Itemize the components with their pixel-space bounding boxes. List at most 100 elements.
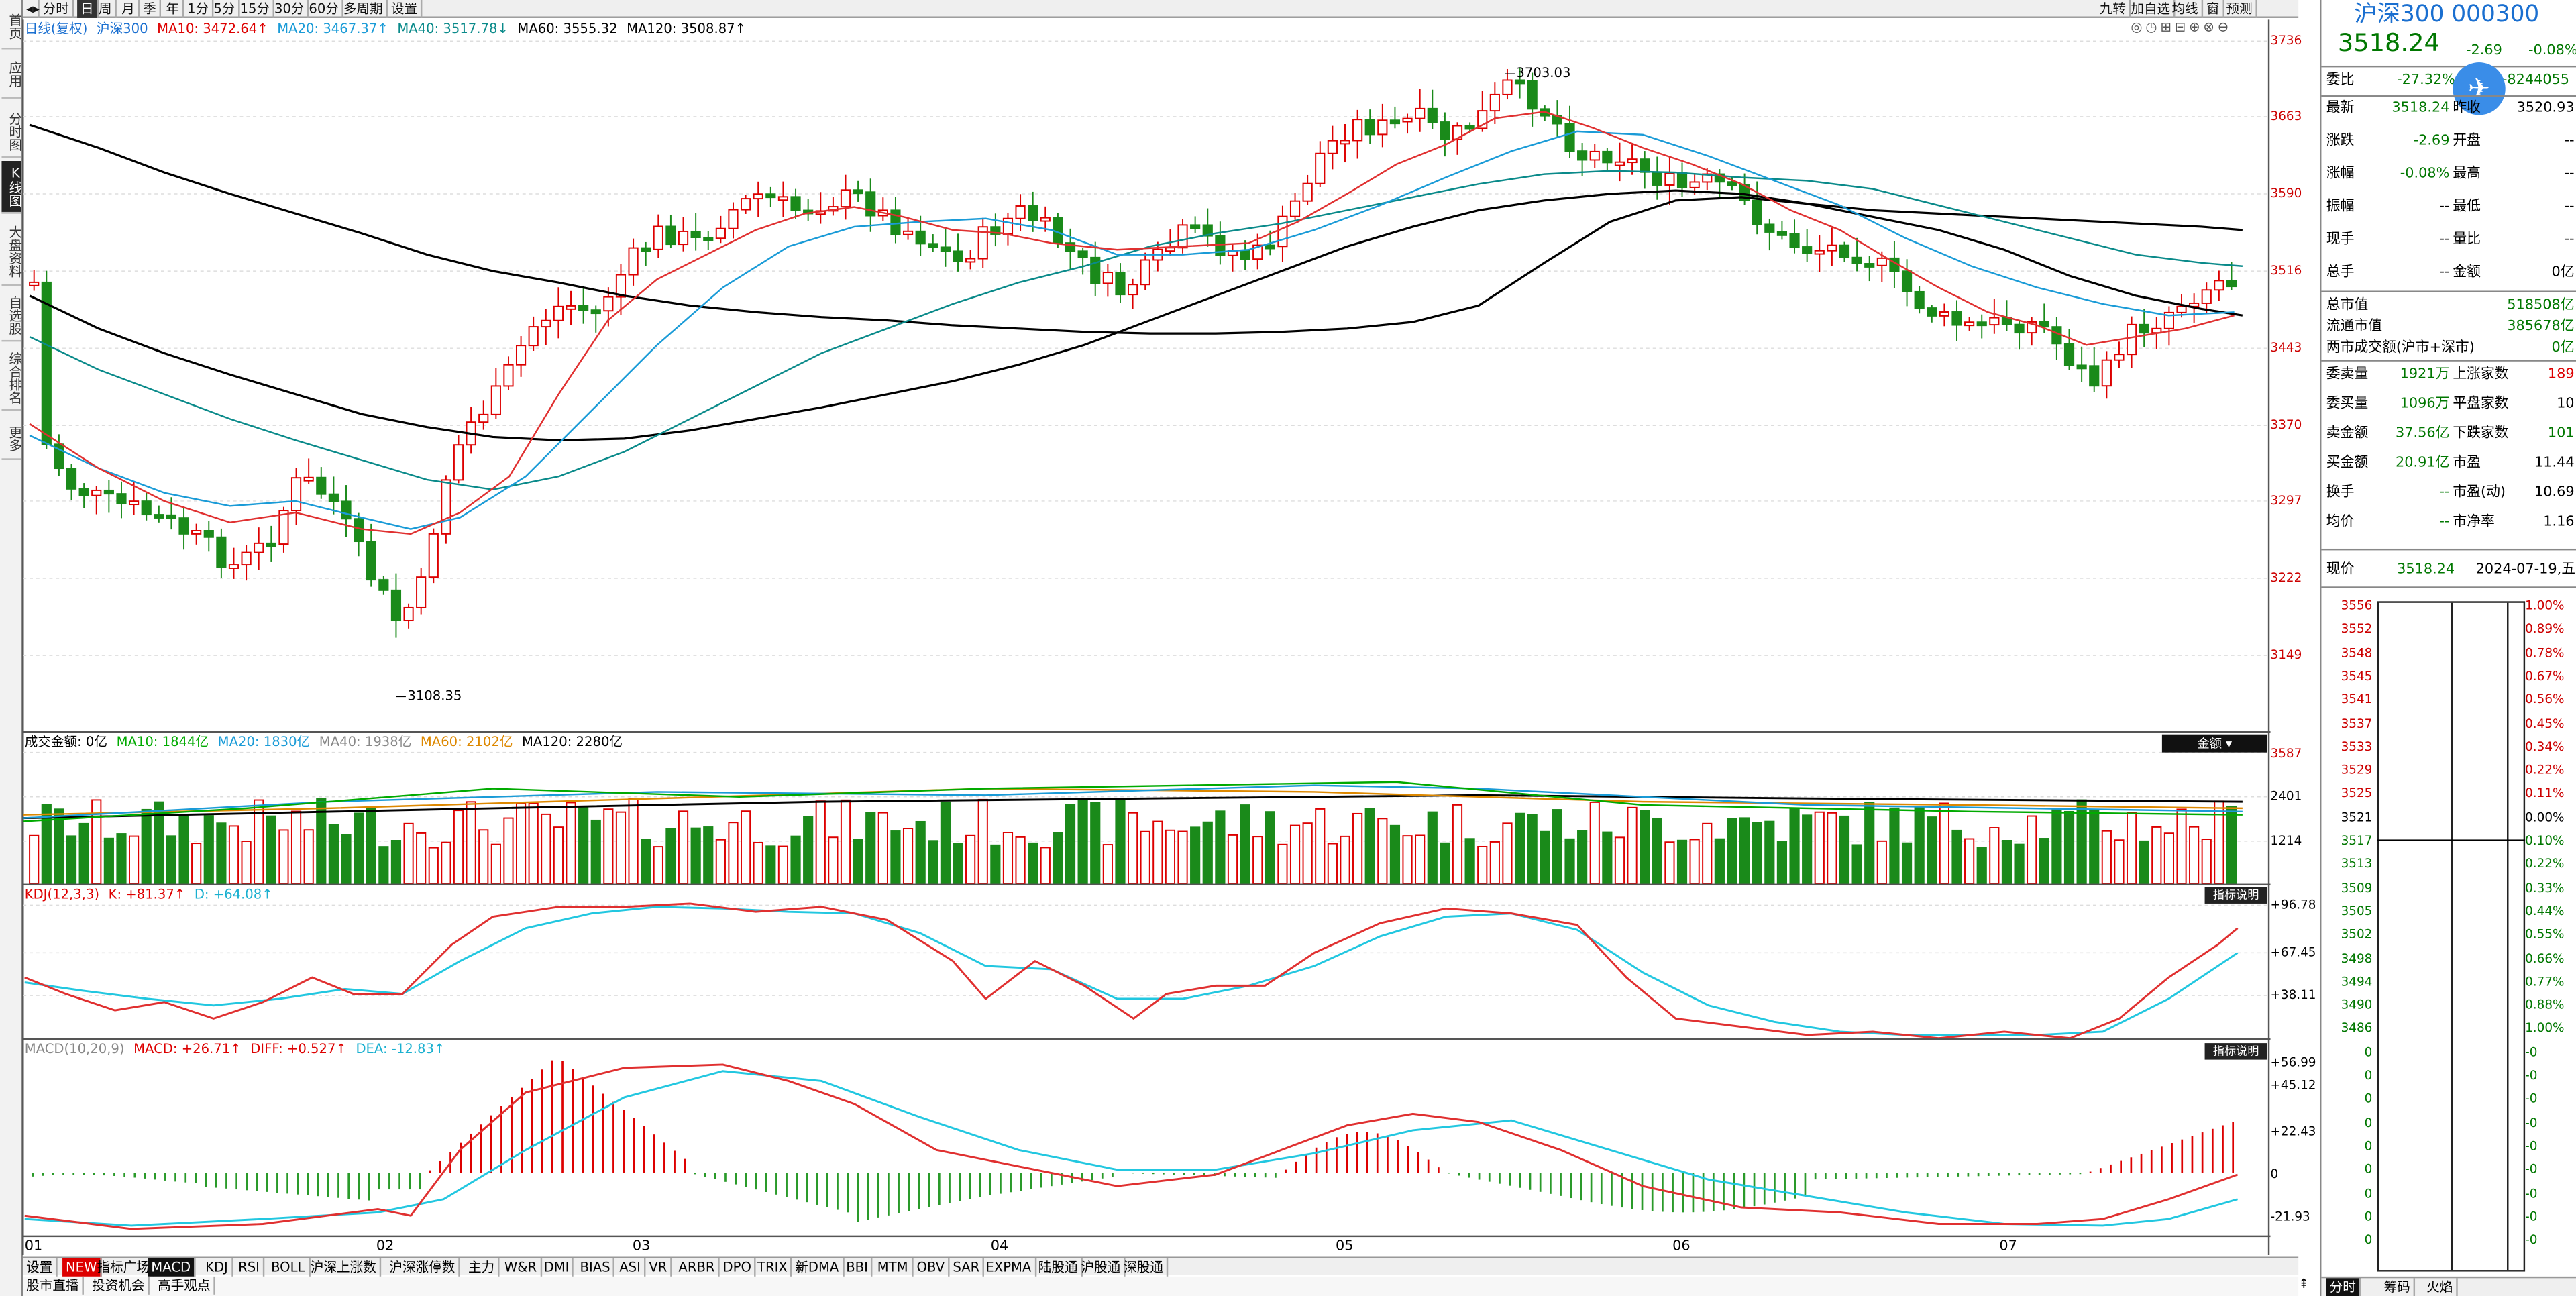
nav-arrows[interactable]: ◂▸	[23, 0, 40, 18]
volume-bar	[1889, 807, 1900, 885]
volume-bar	[78, 822, 89, 885]
indicator-tab[interactable]: VR	[645, 1258, 672, 1277]
opportunity-link[interactable]: 投资机会	[89, 1276, 150, 1295]
indicator-tab[interactable]: MACD	[148, 1258, 196, 1277]
volume-bar	[2189, 826, 2200, 885]
sidebar-item-watchlist[interactable]: 自选股	[1, 289, 23, 342]
indicator-tab[interactable]: OBV	[914, 1258, 950, 1277]
indicator-tab[interactable]: TRIX	[754, 1258, 793, 1277]
chart-tool-icons[interactable]: ◎◷⊞⊟⊕⊗⊖	[2131, 19, 2232, 35]
indicator-tab[interactable]: NEW	[62, 1258, 102, 1277]
indicator-tab[interactable]: 新DMA	[792, 1258, 844, 1277]
macd-explain-button[interactable]: 指标说明	[2204, 1043, 2267, 1060]
volume-bar	[603, 808, 614, 885]
indicator-tab[interactable]: KDJ	[202, 1258, 233, 1277]
tab-flame[interactable]: 火焰	[2423, 1278, 2458, 1296]
period-30min[interactable]: 30分	[271, 0, 309, 18]
period-day[interactable]: 日	[77, 0, 99, 18]
period-5min[interactable]: 5分	[210, 0, 240, 18]
volume-bar	[1115, 800, 1126, 885]
indicator-tab[interactable]: RSI	[235, 1258, 265, 1277]
indicator-tab[interactable]: DMI	[541, 1258, 574, 1277]
indicator-tab[interactable]: MTM	[874, 1258, 913, 1277]
now-label: 现价	[2326, 561, 2355, 579]
period-1min[interactable]: 1分	[184, 0, 214, 18]
kdj-tick: +96.78	[2270, 897, 2316, 912]
indicator-tab[interactable]: 沪股通	[1078, 1258, 1126, 1277]
volume-bar	[2063, 810, 2075, 885]
volume-bar	[1190, 826, 1201, 885]
candle-body	[965, 258, 976, 263]
indicator-tab[interactable]: BIAS	[577, 1258, 615, 1277]
bird-logo-icon[interactable]: ✈	[2453, 62, 2506, 115]
indicator-tab[interactable]: 主力	[465, 1258, 500, 1277]
period-15min[interactable]: 15分	[237, 0, 275, 18]
tab-chips[interactable]: 筹码	[2381, 1278, 2416, 1296]
live-link[interactable]: 股市直播	[23, 1276, 84, 1295]
tab-timeshare[interactable]: 分时	[2326, 1278, 2361, 1296]
forecast-button[interactable]: 预测	[2222, 0, 2257, 18]
indicator-tab[interactable]: SAR	[950, 1258, 985, 1277]
indicator-tab[interactable]: 深股通	[1120, 1258, 1169, 1277]
volume-bar	[1789, 808, 1800, 885]
high-annotation: 3703.03	[1516, 65, 1571, 81]
macd-value-label: MACD: +26.71↑	[133, 1041, 241, 1057]
divider	[23, 1235, 2271, 1238]
quote-label: 涨跌	[2326, 133, 2355, 150]
settings-button[interactable]: 设置	[388, 0, 423, 18]
indicator-tab[interactable]: BBI	[843, 1258, 873, 1277]
sidebar-item-ranking[interactable]: 综合排名	[1, 345, 23, 411]
volume-bar	[1102, 844, 1113, 885]
indicator-tab[interactable]: 陆股通	[1035, 1258, 1083, 1277]
indicator-tab[interactable]: DPO	[720, 1258, 757, 1277]
indicator-tab[interactable]: 沪深上涨数	[307, 1258, 382, 1277]
candle-body	[1789, 233, 1800, 248]
add-watchlist-button[interactable]: 加自选	[2127, 0, 2176, 18]
kdj-explain-button[interactable]: 指标说明	[2204, 887, 2267, 904]
candle-body	[1002, 217, 1014, 235]
sidebar-item-apps[interactable]: 应用	[1, 49, 23, 99]
volume-bar	[416, 832, 427, 885]
sidebar-item-kline[interactable]: K线图	[1, 161, 23, 214]
volume-bar	[703, 826, 714, 885]
indicator-tab[interactable]: ASI	[616, 1258, 646, 1277]
sidebar-item-timeshare[interactable]: 分时图	[1, 105, 23, 158]
expert-link[interactable]: 高手观点	[154, 1276, 215, 1295]
sidebar-item-market-info[interactable]: 大盘资料	[1, 217, 23, 286]
orderbook-price: 3517	[2341, 832, 2373, 848]
candle-body	[1976, 321, 1987, 327]
window-button[interactable]: 窗	[2203, 0, 2224, 18]
period-season[interactable]: 季	[140, 0, 162, 18]
period-multi[interactable]: 多周期	[340, 0, 388, 18]
volume-type-dropdown[interactable]: 金额 ▾	[2161, 734, 2267, 753]
indicator-tab[interactable]: 设置	[23, 1258, 58, 1277]
volume-bar	[1827, 812, 1837, 885]
period-60min[interactable]: 60分	[306, 0, 344, 18]
indicator-tab[interactable]: EXPMA	[983, 1258, 1036, 1277]
volume-bar	[965, 834, 976, 885]
scroll-top-icon[interactable]: ⇞	[2298, 1276, 2310, 1291]
quote-value: 0亿	[2551, 264, 2575, 281]
period-timeshare[interactable]: 分时	[40, 0, 74, 18]
indicator-tab[interactable]: W&R	[501, 1258, 542, 1277]
indicator-tab[interactable]: 指标广场	[94, 1258, 155, 1277]
candle-body	[1215, 235, 1226, 256]
candle-body	[1015, 205, 1026, 219]
indicator-tab[interactable]: BOLL	[268, 1258, 310, 1277]
indicator-tab[interactable]: 沪深涨停数	[386, 1258, 460, 1277]
sidebar-item-home[interactable]: 首页	[1, 3, 23, 50]
period-month[interactable]: 月	[118, 0, 140, 18]
orderbook-price: 0	[2364, 1185, 2373, 1200]
period-week[interactable]: 周	[95, 0, 117, 18]
candle-body	[541, 319, 551, 328]
candle-body	[1289, 200, 1301, 217]
sidebar-item-more[interactable]: 更多	[1, 417, 23, 460]
ma-button[interactable]: 均线	[2169, 0, 2204, 18]
jiuzhuan-button[interactable]: 九转	[2096, 0, 2131, 18]
volume-bar	[2214, 800, 2224, 885]
quote-value: 3520.93	[2516, 100, 2575, 117]
volume-bar	[1714, 838, 1725, 885]
indicator-tab[interactable]: ARBR	[676, 1258, 720, 1277]
period-year[interactable]: 年	[162, 0, 184, 18]
